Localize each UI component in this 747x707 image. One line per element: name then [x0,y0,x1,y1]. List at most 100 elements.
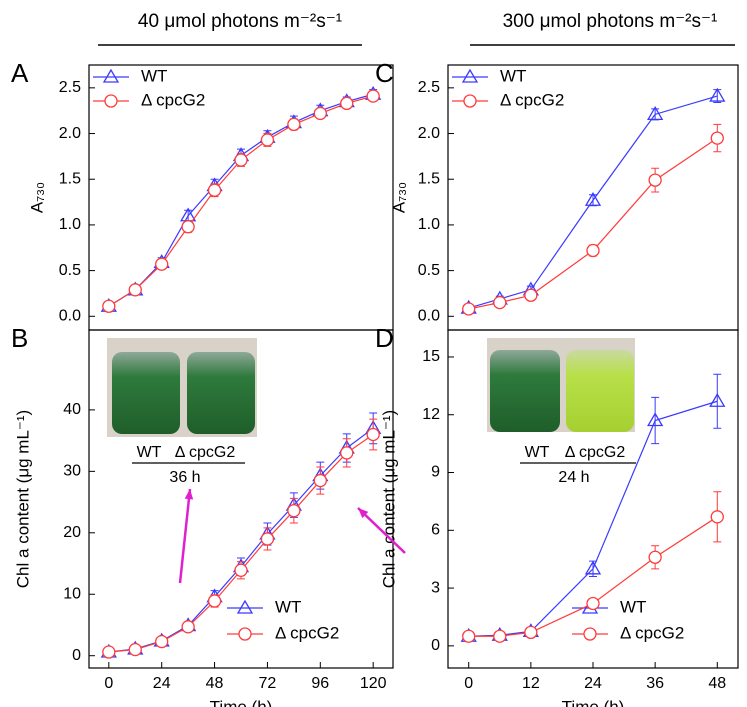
error-bar [713,373,722,429]
series-line [108,93,374,307]
x-tick-label: 120 [360,675,387,692]
bottle [187,352,255,434]
y-tick-label: 6 [431,522,440,539]
photo-label: WT [525,444,550,461]
x-tick-label: 12 [522,675,540,692]
series-line [108,95,374,307]
marker [260,133,275,147]
y-tick-label: 0.5 [418,262,440,279]
legend-label: Δ cpcG2 [141,90,205,109]
x-tick-label: 0 [104,675,113,692]
y-tick-label: 30 [63,463,81,480]
marker [586,243,600,258]
marker [648,173,662,187]
marker [102,299,116,313]
header-title: 40 μmol photons m⁻²s⁻¹ [138,11,342,32]
x-tick-label: 24 [584,675,602,692]
marker [155,634,169,649]
legend-label: WT [620,597,646,616]
marker [128,283,142,297]
marker [234,563,248,577]
marker [710,510,724,524]
marker [366,427,380,442]
marker [260,532,275,546]
marker [524,288,538,302]
y-axis-label: A₇₃₀ [389,182,408,213]
marker [313,473,327,488]
series-line [108,427,374,653]
y-tick-label: 15 [422,348,440,365]
legend-marker [238,627,252,641]
arrow-head [184,489,194,500]
y-tick-label: 1.0 [59,216,81,233]
marker [648,550,662,564]
y-tick-label: 12 [422,406,440,423]
marker [366,89,380,103]
arrow [178,488,192,584]
marker [128,642,142,657]
x-tick-label: 36 [646,675,664,692]
y-tick-label: 1.0 [418,216,440,233]
panel-label: D [375,323,394,353]
marker [181,620,195,634]
marker [584,191,602,206]
marker [647,412,664,427]
marker [586,596,600,611]
legend-label: WT [141,66,167,85]
photo-label: Δ cpcG2 [565,444,626,461]
y-tick-label: 0.5 [59,262,81,279]
marker [493,295,507,310]
legend-marker [102,68,120,83]
y-tick-label: 2.5 [418,79,440,96]
arrow [357,507,406,554]
marker [207,594,222,608]
marker [647,106,664,120]
legend-marker [104,94,118,108]
panel-label: C [375,58,394,88]
y-axis-label: A₇₃₀ [27,182,46,213]
marker [287,504,301,518]
y-tick-label: 40 [63,401,81,418]
marker [524,625,538,640]
bottle [566,350,634,432]
y-tick-label: 20 [63,524,81,541]
marker [709,392,726,407]
y-tick-label: 1.5 [59,170,81,187]
legend-label: Δ cpcG2 [275,623,339,642]
bottle [112,352,180,434]
x-tick-label: 24 [153,675,171,692]
y-axis-label: Chl a content (μg mL⁻¹) [379,410,398,588]
x-tick-label: 48 [708,675,726,692]
series-line [468,137,718,310]
marker [287,117,301,132]
marker [462,629,476,643]
photo-label: WT [137,444,162,461]
y-tick-label: 0 [431,637,440,654]
header-title: 300 μmol photons m⁻²s⁻¹ [503,11,718,32]
legend-label: Δ cpcG2 [500,90,564,109]
legend-label: Δ cpcG2 [620,623,684,642]
y-tick-label: 2.0 [59,125,81,142]
x-tick-label: 96 [311,675,329,692]
legend-label: WT [275,597,301,616]
plot-frame [88,329,394,669]
y-axis-label: Chl a content (μg mL⁻¹) [13,410,32,588]
bottle [490,350,560,432]
marker [155,257,169,271]
x-tick-label: 72 [259,675,277,692]
marker [340,96,354,111]
x-tick-label: 0 [464,675,473,692]
marker [102,645,116,659]
marker [462,302,476,316]
series-line [108,433,374,653]
marker [709,87,726,102]
photo-label: Δ cpcG2 [175,444,236,461]
y-tick-label: 2.0 [418,125,440,142]
arrow-head [358,508,369,519]
marker [710,131,724,145]
marker [340,446,354,460]
y-tick-label: 0.0 [59,308,81,325]
y-tick-label: 10 [63,585,81,602]
marker [584,560,602,575]
